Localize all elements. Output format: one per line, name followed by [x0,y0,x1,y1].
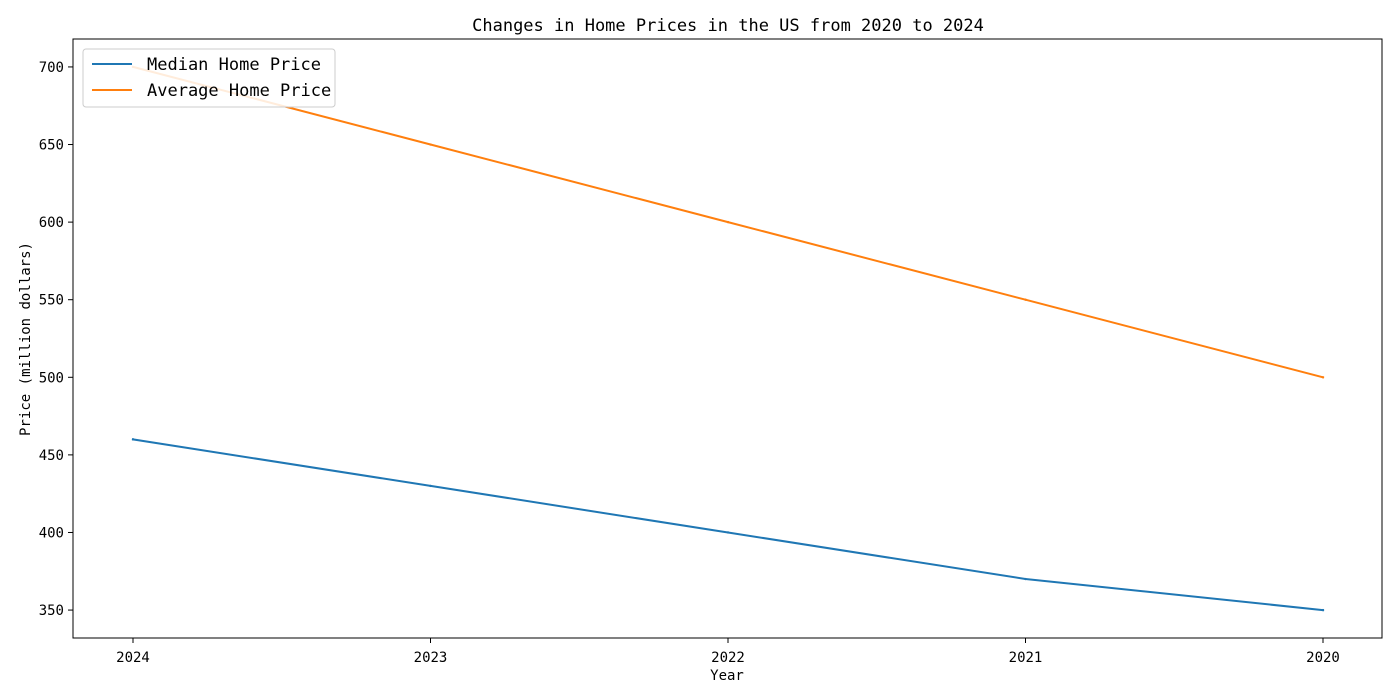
data-point [1321,376,1325,379]
y-axis-label: Price (million dollars) [18,242,34,436]
series-line-1 [131,438,1325,612]
data-point [1024,577,1027,581]
y-tick-label: 700 [39,60,64,76]
y-tick-label: 350 [39,603,64,619]
chart-title: Changes in Home Prices in the US from 20… [472,16,984,36]
plot-frame [72,38,1383,639]
data-point [429,143,432,146]
x-tick-label: 2024 [116,650,150,666]
x-tick-label: 2022 [711,650,745,666]
y-tick-label: 400 [39,525,64,541]
x-tick-label: 2023 [414,650,448,666]
x-tick-label: 2020 [1306,650,1340,666]
y-tick-label: 600 [39,215,64,231]
data-point [726,531,730,534]
x-axis-label: Year [710,668,744,684]
plot-area: 2024 2023 2022 2021 2020 350 400 450 500 550 600 65… [39,38,1383,666]
data-point [429,484,432,488]
data-point [131,438,135,441]
legend-box [82,48,336,108]
data-point [1024,298,1027,301]
legend-label: Average Home Price [147,81,331,101]
y-tick-label: 650 [39,138,64,154]
data-point [1321,608,1325,612]
y-tick-label: 450 [39,448,64,464]
x-tick-label: 2021 [1009,650,1043,666]
y-tick-label: 500 [39,370,64,386]
data-point [726,220,730,224]
legend-label: Median Home Price [147,55,321,75]
y-tick-label: 550 [39,293,64,309]
